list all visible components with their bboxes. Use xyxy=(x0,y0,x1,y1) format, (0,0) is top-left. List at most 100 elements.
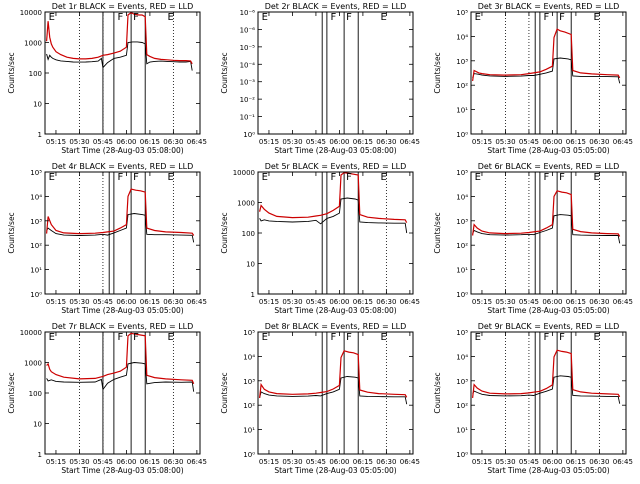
y-tick-label: 10 xyxy=(33,101,42,109)
x-tick-label: 06:15 xyxy=(566,458,586,466)
x-axis-label: Start Time (28-Aug-03 05:05:00) xyxy=(274,466,396,475)
y-tick-label: 10⁵ xyxy=(456,9,468,17)
y-axis-label: Counts/sec xyxy=(220,52,229,93)
event-marker: E xyxy=(594,332,600,343)
x-tick-label: 05:15 xyxy=(259,298,279,306)
plot-frame xyxy=(257,11,414,135)
event-marker: E xyxy=(475,332,481,343)
y-tick-label: 10² xyxy=(243,402,255,410)
y-tick-label: 10¹ xyxy=(456,107,468,115)
plot-frame xyxy=(44,11,201,135)
event-marker: F xyxy=(133,12,139,23)
y-tick-label: 1000 xyxy=(237,200,255,208)
y-tick-label: 1 xyxy=(38,451,42,459)
y-tick-label: 10⁴ xyxy=(456,353,468,361)
x-tick-label: 06:15 xyxy=(140,298,160,306)
x-tick-label: 05:15 xyxy=(46,298,66,306)
event-marker: E xyxy=(49,332,55,343)
x-tick-label: 06:30 xyxy=(376,138,396,146)
y-tick-label: 10⁴ xyxy=(243,353,255,361)
x-axis-label: Start Time (28-Aug-03 05:05:00) xyxy=(61,306,183,315)
event-marker: E xyxy=(168,172,174,183)
event-marker: F xyxy=(133,332,139,343)
y-tick-label: 10⁰ xyxy=(456,451,468,459)
detector-panel: Det 6r BLACK = Events, RED = LLD F F E E 10⁰ 1… xyxy=(426,160,639,320)
x-tick-label: 06:00 xyxy=(329,458,349,466)
y-axis-label: Counts/sec xyxy=(220,372,229,413)
event-marker: F xyxy=(133,172,139,183)
x-tick-label: 05:45 xyxy=(93,298,113,306)
x-tick-label: 06:45 xyxy=(613,458,633,466)
x-tick-label: 05:45 xyxy=(519,298,539,306)
y-tick-label: 10⁴ xyxy=(30,193,42,201)
y-tick-label: 10³ xyxy=(243,378,255,386)
x-tick-label: 05:45 xyxy=(519,138,539,146)
y-tick-label: 10⁰ xyxy=(456,291,468,299)
x-tick-label: 05:30 xyxy=(495,138,515,146)
event-marker: E xyxy=(168,332,174,343)
x-tick-label: 05:15 xyxy=(46,138,66,146)
x-tick-label: 06:30 xyxy=(589,458,609,466)
y-tick-label: 10⁻⁵ xyxy=(240,44,256,52)
series-line xyxy=(46,188,195,236)
x-tick-label: 05:45 xyxy=(93,138,113,146)
x-tick-label: 06:30 xyxy=(163,138,183,146)
x-tick-label: 06:15 xyxy=(353,298,373,306)
x-axis-label: Start Time (28-Aug-03 05:05:00) xyxy=(487,466,609,475)
event-marker: F xyxy=(543,332,549,343)
y-tick-label: 100 xyxy=(242,230,255,238)
x-tick-label: 06:15 xyxy=(566,138,586,146)
y-tick-label: 1 xyxy=(251,291,255,299)
detector-panel: Det 3r BLACK = Events, RED = LLD F F E E 10⁰ 1… xyxy=(426,0,639,160)
chart-title: Det 5r BLACK = Events, RED = LLD xyxy=(265,162,407,171)
event-marker: F xyxy=(117,12,123,23)
y-tick-label: 10000 xyxy=(20,329,42,337)
y-tick-label: 100 xyxy=(29,390,42,398)
x-tick-label: 06:00 xyxy=(116,458,136,466)
series-line xyxy=(472,28,621,81)
event-marker: F xyxy=(330,12,336,23)
x-axis-label: Start Time (28-Aug-03 05:08:00) xyxy=(274,146,396,155)
chart-title: Det 7r BLACK = Events, RED = LLD xyxy=(52,322,194,331)
event-marker: F xyxy=(330,332,336,343)
series-line xyxy=(46,213,195,243)
x-tick-label: 05:30 xyxy=(495,298,515,306)
y-tick-label: 10³ xyxy=(456,58,468,66)
x-tick-label: 05:15 xyxy=(472,298,492,306)
x-tick-label: 06:30 xyxy=(163,298,183,306)
x-tick-label: 05:15 xyxy=(472,138,492,146)
plot-frame xyxy=(44,171,201,295)
event-marker: F xyxy=(559,172,565,183)
y-tick-label: 10⁴ xyxy=(456,33,468,41)
x-tick-label: 06:45 xyxy=(613,138,633,146)
y-tick-label: 10⁰ xyxy=(243,131,255,139)
series-line xyxy=(259,350,408,398)
series-line xyxy=(46,362,195,392)
event-marker: F xyxy=(117,332,123,343)
series-line xyxy=(472,214,621,244)
series-line xyxy=(472,57,621,84)
x-tick-label: 06:45 xyxy=(187,138,207,146)
x-tick-label: 06:15 xyxy=(140,458,160,466)
y-tick-label: 10² xyxy=(456,402,468,410)
y-tick-label: 10⁵ xyxy=(456,169,468,177)
x-tick-label: 06:45 xyxy=(400,298,420,306)
series-line xyxy=(46,41,193,71)
x-tick-label: 05:30 xyxy=(69,458,89,466)
event-marker: E xyxy=(594,172,600,183)
event-marker: F xyxy=(346,12,352,23)
y-tick-label: 10¹ xyxy=(243,427,255,435)
y-tick-label: 10⁴ xyxy=(456,193,468,201)
x-tick-label: 06:00 xyxy=(116,138,136,146)
event-marker: F xyxy=(330,172,336,183)
x-axis-label: Start Time (28-Aug-03 05:05:00) xyxy=(487,146,609,155)
event-marker: F xyxy=(543,172,549,183)
y-tick-label: 10³ xyxy=(30,218,42,226)
detector-panel: Det 4r BLACK = Events, RED = LLD F F E E 10⁰ 1… xyxy=(0,160,213,320)
